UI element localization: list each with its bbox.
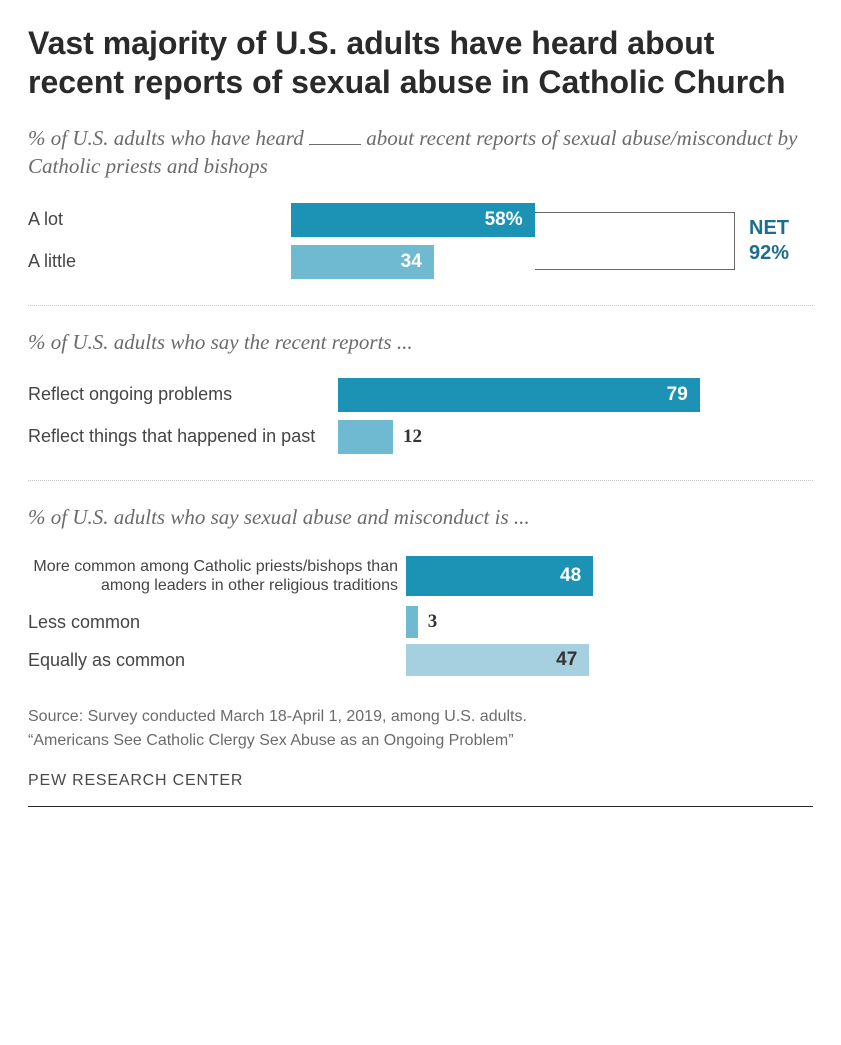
bar-label-more-common: More common among Catholic priests/bisho… (28, 557, 398, 595)
bar-value-a-lot: 58% (485, 209, 523, 231)
bar-value-a-little: 34 (401, 251, 422, 273)
bar-value-less-common: 3 (428, 611, 438, 633)
bar-label-less-common: Less common (28, 612, 140, 634)
bar-value-ongoing: 79 (667, 384, 688, 406)
panel2-heading: % of U.S. adults who say the recent repo… (28, 328, 813, 356)
bar-label-past: Reflect things that happened in past (28, 426, 315, 448)
panel2: Reflect ongoing problems Reflect things … (28, 374, 813, 458)
panel3-labels-col: More common among Catholic priests/bisho… (28, 549, 406, 679)
source-line-2: “Americans See Catholic Clergy Sex Abuse… (28, 729, 813, 752)
panel2-labels-col: Reflect ongoing problems Reflect things … (28, 374, 338, 458)
chart-title: Vast majority of U.S. adults have heard … (28, 24, 813, 102)
bar-label-equally-common: Equally as common (28, 650, 185, 672)
divider-1 (28, 305, 813, 306)
net-value: 92% (749, 241, 789, 266)
panel3: More common among Catholic priests/bisho… (28, 549, 813, 679)
panel1: A lot A little 58% 34 NET 92% (28, 199, 813, 283)
attribution: PEW RESEARCH CENTER (28, 772, 813, 790)
panel1-heading: % of U.S. adults who have heard about re… (28, 124, 813, 181)
bar-value-past: 12 (403, 426, 422, 448)
net-label: NET (749, 216, 789, 241)
bar-equally-common: 47 (406, 644, 589, 676)
divider-2 (28, 480, 813, 481)
panel3-heading: % of U.S. adults who say sexual abuse an… (28, 503, 813, 531)
bar-value-more-common: 48 (560, 565, 581, 587)
bar-ongoing: 79 (338, 378, 700, 412)
net-block: NET 92% (749, 216, 789, 266)
bar-label-a-little: A little (28, 251, 76, 273)
panel3-bars-col: 48 3 47 (406, 549, 796, 679)
bottom-rule (28, 806, 813, 807)
source-line-1: Source: Survey conducted March 18-April … (28, 705, 813, 728)
bar-label-ongoing: Reflect ongoing problems (28, 384, 232, 406)
blank-underline (309, 127, 361, 145)
panel2-bars-col: 79 12 (338, 374, 796, 458)
bar-more-common: 48 (406, 556, 593, 596)
bar-a-lot: 58% (291, 203, 535, 237)
bar-less-common (406, 606, 418, 638)
net-bracket (535, 212, 735, 270)
bar-label-a-lot: A lot (28, 209, 63, 231)
bar-a-little: 34 (291, 245, 434, 279)
bar-past (338, 420, 393, 454)
source-block: Source: Survey conducted March 18-April … (28, 705, 813, 751)
panel1-labels-col: A lot A little (28, 199, 291, 283)
panel1-head-before: % of U.S. adults who have heard (28, 126, 309, 150)
bar-value-equally-common: 47 (556, 649, 577, 671)
panel1-bracket-col: NET 92% (711, 199, 789, 283)
